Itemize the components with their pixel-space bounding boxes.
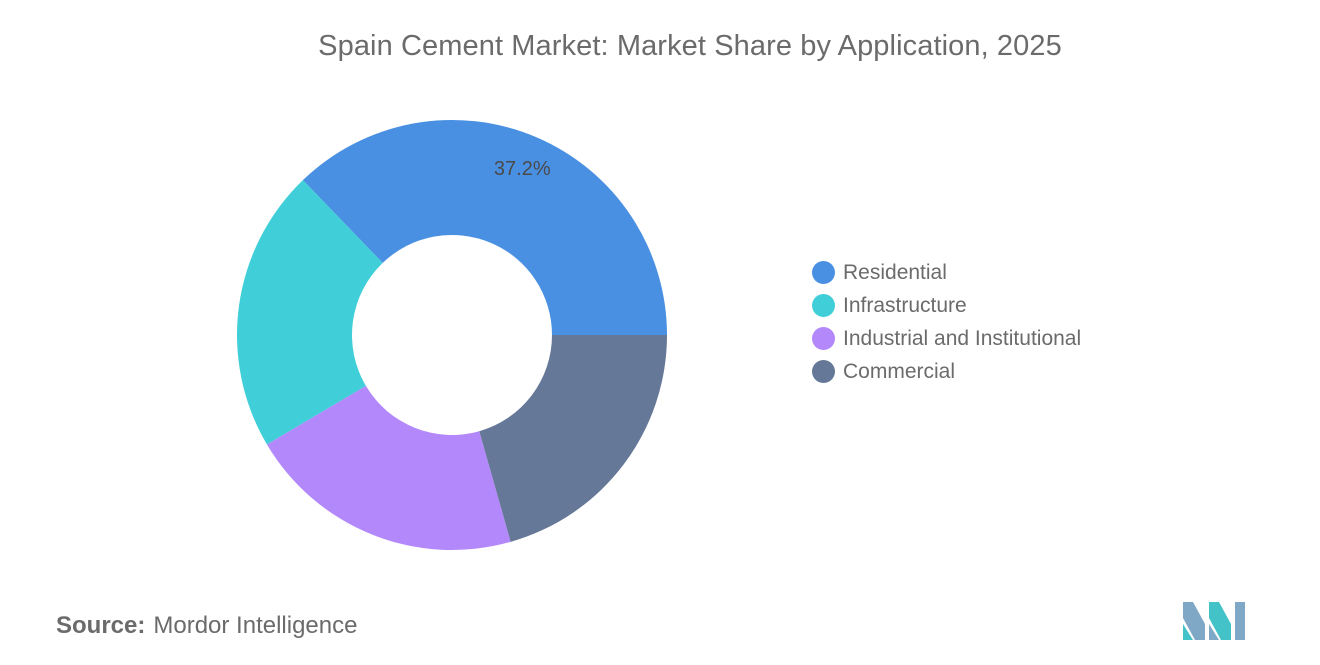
legend-label-residential: Residential (843, 260, 947, 284)
slice-label-residential: 37.2% (494, 158, 551, 180)
chart-legend: Residential Infrastructure Industrial an… (812, 256, 1081, 388)
legend-swatch-industrial-institutional (812, 327, 835, 350)
source-label: Source: (56, 612, 146, 639)
slice-industrial-and-institutional (266, 385, 511, 550)
slice-commercial (479, 335, 667, 542)
legend-item-infrastructure: Infrastructure (812, 289, 1081, 322)
legend-item-industrial-institutional: Industrial and Institutional (812, 322, 1081, 355)
donut-slice-labels: 37.2% (494, 158, 551, 180)
donut-chart: 37.2% (236, 119, 667, 550)
legend-item-residential: Residential (812, 256, 1081, 289)
legend-swatch-commercial (812, 360, 835, 383)
slice-infrastructure (236, 180, 383, 445)
donut-slices (236, 119, 667, 550)
legend-label-industrial-institutional: Industrial and Institutional (843, 326, 1082, 350)
chart-title: Spain Cement Market: Market Share by App… (318, 30, 1062, 62)
slice-residential (302, 119, 667, 335)
legend-item-commercial: Commercial (812, 355, 1081, 388)
legend-swatch-residential (812, 261, 835, 284)
legend-swatch-infrastructure (812, 294, 835, 317)
legend-label-infrastructure: Infrastructure (843, 293, 967, 317)
source-text: Mordor Intelligence (153, 612, 358, 639)
source-note: Source: Mordor Intelligence (56, 612, 357, 640)
mordor-intelligence-logo-icon (1183, 602, 1245, 640)
legend-label-commercial: Commercial (843, 359, 956, 383)
